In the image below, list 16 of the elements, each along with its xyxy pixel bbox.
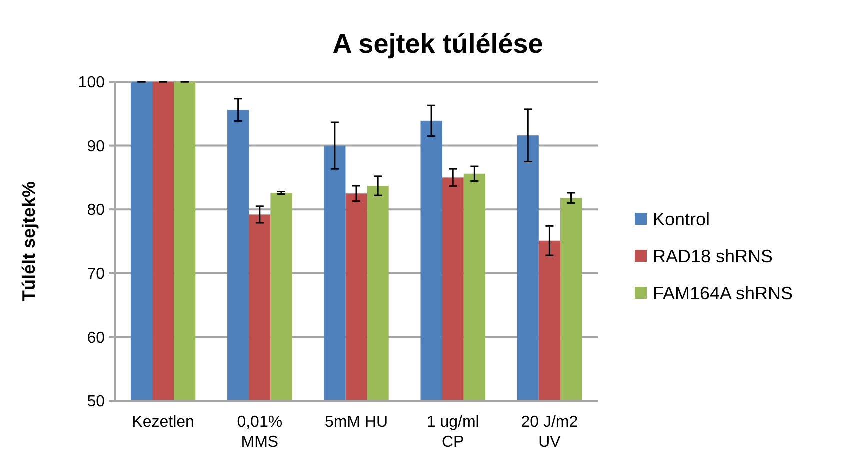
x-tick-label: 1 ug/ml CP: [426, 414, 480, 451]
x-tick-label: 5mM HU: [324, 414, 388, 431]
y-tick-label: 50: [87, 394, 106, 411]
legend-label: Kontrol: [653, 209, 710, 230]
chart-title: A sejtek túlélése: [332, 29, 544, 59]
legend-label: RAD18 shRNS: [653, 246, 774, 266]
y-tick-label: 90: [87, 138, 106, 156]
y-tick-label: 100: [78, 74, 106, 92]
y-tick-label: 60: [87, 330, 106, 347]
y-tick-label: 70: [87, 266, 106, 283]
y-axis-title: Túlélt sejtek%: [19, 181, 39, 302]
x-tick-label: Kezetlen: [132, 414, 194, 431]
x-tick-label: 20 J/m2 UV: [521, 414, 578, 451]
legend-label: FAM164A shRNS: [653, 283, 794, 304]
x-tick-label: 0,01% MMS: [237, 414, 283, 451]
y-tick-label: 80: [87, 202, 106, 220]
